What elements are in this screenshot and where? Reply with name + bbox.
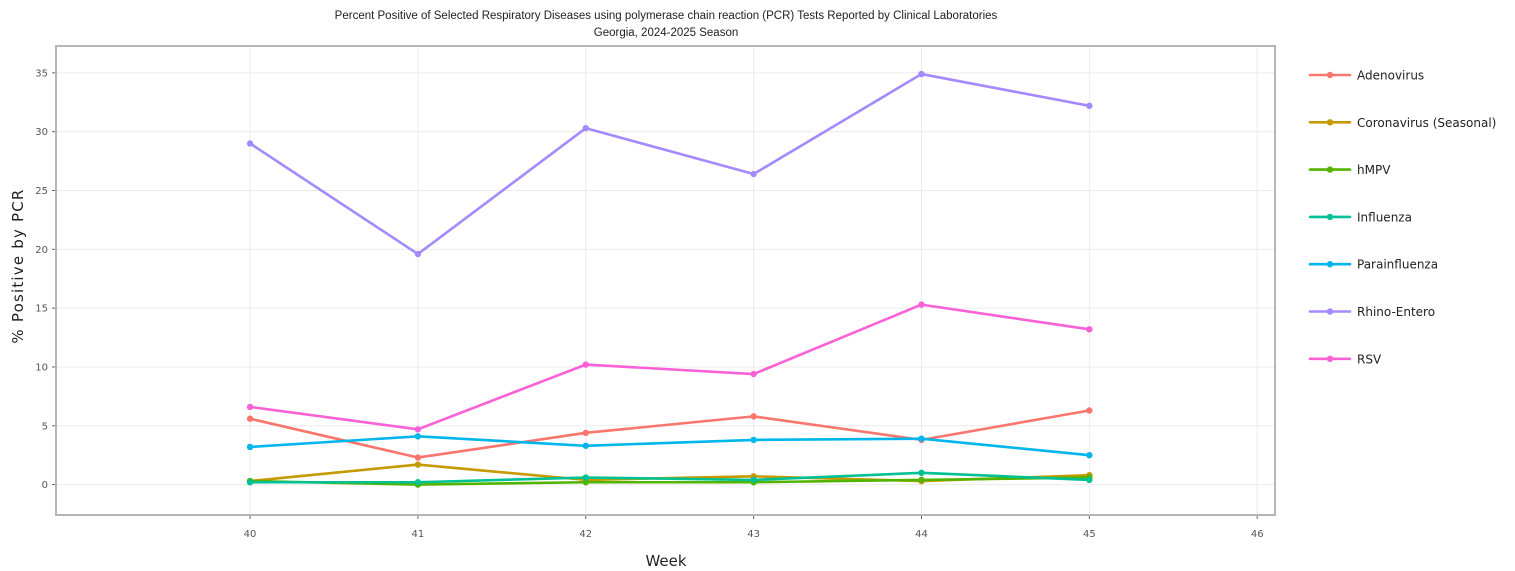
data-point-rhino-entero-44	[918, 70, 925, 78]
legend-swatch-marker-adenovirus	[1326, 71, 1334, 79]
x-tick-label-42: 42	[579, 529, 592, 540]
data-point-influenza-43	[750, 476, 757, 484]
series-influenza	[246, 469, 1093, 486]
legend-label-coronavirus-seasonal: Coronavirus (Seasonal)	[1357, 116, 1496, 130]
data-point-rsv-42	[582, 361, 589, 368]
data-point-rsv-41	[414, 426, 422, 433]
y-tick-label-25: 25	[35, 186, 48, 197]
data-point-rhino-entero-42	[582, 124, 589, 132]
data-point-influenza-44	[918, 469, 925, 477]
y-tick-label-0: 0	[42, 480, 48, 491]
data-point-rsv-44	[918, 301, 925, 308]
data-point-hmpv-42	[582, 479, 589, 486]
series-rhino-entero	[246, 70, 1093, 258]
series-line-parainfluenza	[248, 435, 1091, 457]
y-axis-ticks: 0 5 10 15 20 25 30 35	[35, 68, 56, 491]
data-point-rhino-entero-45	[1086, 102, 1093, 110]
legend-item-adenovirus: Adenovirus	[1308, 69, 1424, 83]
legend-swatch-marker-rsv	[1326, 355, 1334, 362]
x-tick-label-41: 41	[412, 529, 425, 540]
data-point-rsv-43	[750, 370, 757, 378]
chart-subtitle: Georgia, 2024-2025 Season	[594, 27, 739, 39]
y-tick-label-35: 35	[35, 68, 48, 79]
data-point-parainfluenza-40	[246, 443, 254, 451]
data-point-adenovirus-45	[1086, 407, 1093, 414]
legend-item-rsv: RSV	[1308, 352, 1382, 366]
legend-swatch-marker-influenza	[1326, 213, 1334, 221]
data-point-parainfluenza-42	[582, 442, 589, 449]
legend-label-rsv: RSV	[1357, 352, 1382, 366]
data-point-rhino-entero-43	[750, 170, 757, 178]
legend-item-parainfluenza: Parainfluenza	[1308, 258, 1438, 272]
data-point-influenza-41	[414, 479, 422, 486]
data-point-rhino-entero-41	[414, 250, 422, 258]
series-line-hmpv	[248, 476, 1091, 486]
x-tick-label-45: 45	[1083, 529, 1096, 540]
legend-label-rhino-entero: Rhino-Entero	[1357, 305, 1435, 319]
data-point-hmpv-44	[918, 476, 925, 484]
data-point-adenovirus-41	[414, 454, 422, 461]
data-point-parainfluenza-44	[918, 435, 925, 442]
legend-label-parainfluenza: Parainfluenza	[1357, 258, 1438, 272]
legend-swatch-marker-coronavirus-seasonal	[1326, 119, 1334, 126]
x-tick-label-46: 46	[1251, 529, 1264, 540]
plot-series	[246, 70, 1093, 488]
y-tick-label-5: 5	[42, 421, 48, 432]
data-point-influenza-42	[582, 474, 589, 481]
legend-label-hmpv: hMPV	[1357, 163, 1391, 177]
data-point-parainfluenza-45	[1086, 451, 1093, 459]
plot-area-frame	[55, 45, 1276, 516]
y-tick-label-15: 15	[35, 304, 48, 315]
x-axis-title: Week	[645, 552, 686, 570]
data-point-rsv-40	[246, 403, 254, 411]
legend-swatch-marker-parainfluenza	[1326, 261, 1334, 268]
legend-item-rhino-entero: Rhino-Entero	[1308, 305, 1435, 319]
data-point-adenovirus-42	[582, 429, 589, 437]
legend-item-coronavirus-seasonal: Coronavirus (Seasonal)	[1308, 116, 1496, 130]
legend-item-influenza: Influenza	[1308, 210, 1412, 224]
x-axis-ticks: 40 41 42 43 44 45 46	[244, 515, 1264, 540]
data-point-coronavirus-seasonal-41	[414, 461, 422, 468]
series-adenovirus	[246, 407, 1093, 461]
series-parainfluenza	[246, 433, 1093, 459]
series-line-adenovirus	[248, 409, 1091, 459]
y-tick-label-10: 10	[35, 362, 48, 373]
chart-title: Percent Positive of Selected Respiratory…	[335, 10, 998, 22]
data-point-adenovirus-40	[246, 415, 254, 422]
data-point-parainfluenza-41	[414, 433, 422, 440]
series-line-influenza	[248, 471, 1091, 484]
legend: Adenovirus Coronavirus (Seasonal) hMPV Infl…	[1308, 69, 1496, 366]
data-point-influenza-45	[1086, 476, 1093, 484]
series-line-rhino-entero	[248, 72, 1091, 256]
x-tick-label-44: 44	[915, 529, 928, 540]
legend-label-adenovirus: Adenovirus	[1357, 69, 1424, 83]
series-line-rsv	[248, 303, 1091, 431]
y-tick-label-30: 30	[35, 127, 48, 138]
data-point-rsv-45	[1086, 326, 1093, 333]
legend-swatch-marker-rhino-entero	[1326, 308, 1334, 315]
grid	[57, 47, 1274, 514]
legend-label-influenza: Influenza	[1357, 210, 1412, 224]
data-point-rhino-entero-40	[246, 140, 254, 147]
legend-swatch-marker-hmpv	[1326, 166, 1334, 173]
data-point-influenza-40	[246, 479, 254, 486]
legend-item-hmpv: hMPV	[1308, 163, 1391, 177]
y-axis-title: % Positive by PCR	[9, 188, 27, 343]
data-point-adenovirus-43	[750, 413, 757, 420]
y-tick-label-20: 20	[35, 245, 48, 256]
x-tick-label-43: 43	[747, 529, 760, 540]
x-tick-label-40: 40	[244, 529, 257, 540]
series-rsv	[246, 301, 1093, 433]
data-point-parainfluenza-43	[750, 436, 757, 444]
series-coronavirus-seasonal	[246, 461, 1093, 485]
